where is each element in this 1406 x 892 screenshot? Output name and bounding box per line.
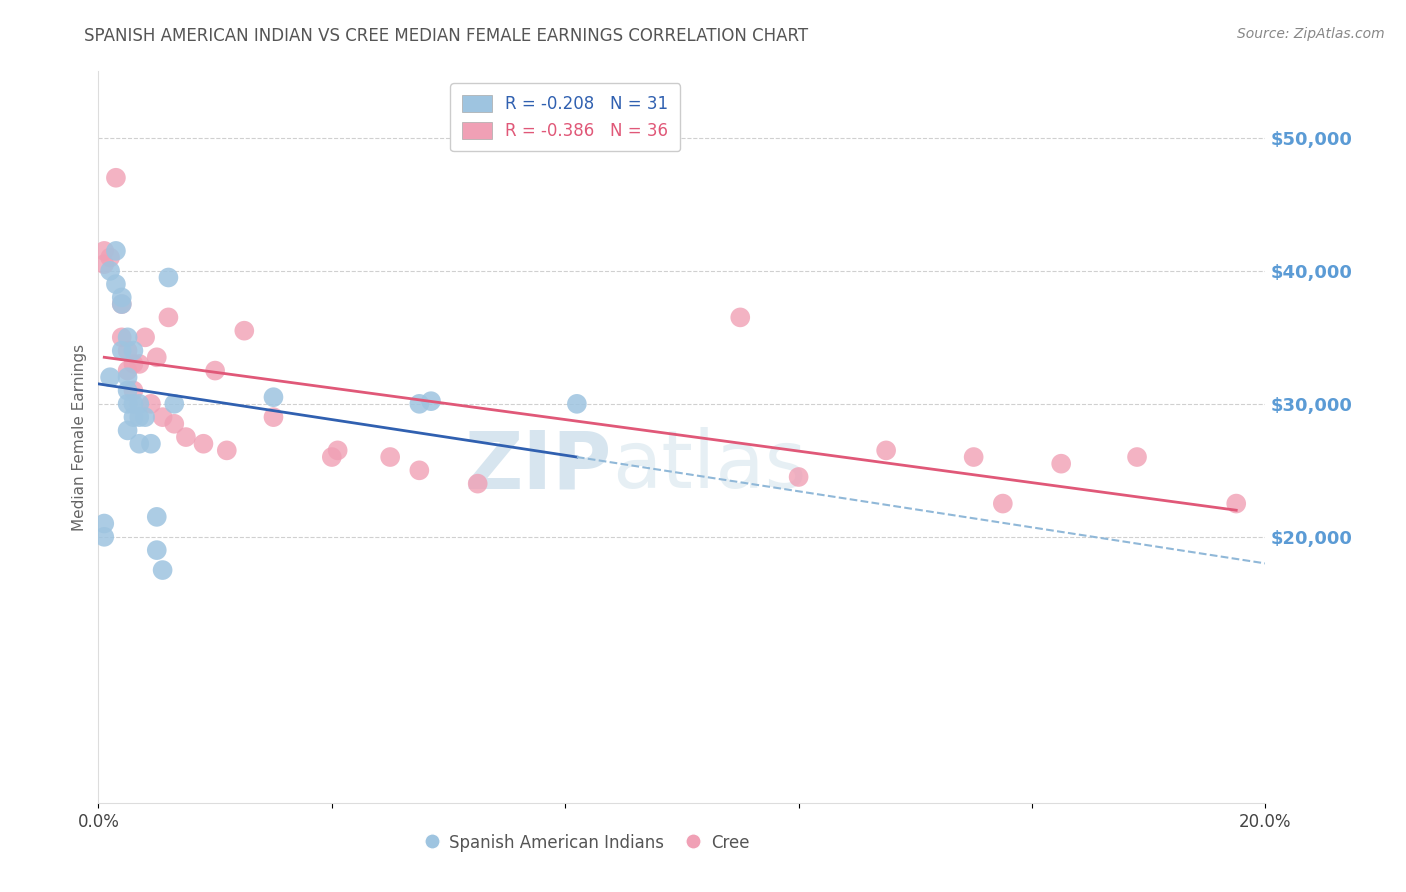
Text: SPANISH AMERICAN INDIAN VS CREE MEDIAN FEMALE EARNINGS CORRELATION CHART: SPANISH AMERICAN INDIAN VS CREE MEDIAN F…: [84, 27, 808, 45]
Point: [122, 410, 145, 425]
Point: [146, 543, 169, 558]
Point: [1050, 457, 1073, 471]
Point: [104, 170, 127, 185]
Point: [104, 277, 127, 292]
Point: [146, 509, 169, 524]
Point: [122, 357, 145, 371]
Point: [111, 330, 134, 344]
Point: [122, 397, 145, 411]
Point: [204, 363, 226, 377]
Point: [117, 384, 139, 398]
Point: [122, 384, 145, 398]
Point: [408, 463, 430, 477]
Point: [152, 563, 174, 577]
Point: [111, 297, 134, 311]
Point: [98, 264, 121, 278]
Point: [93, 257, 115, 271]
Point: [380, 450, 402, 464]
Point: [111, 343, 134, 358]
Point: [1225, 497, 1247, 511]
Point: [420, 394, 443, 409]
Point: [111, 290, 134, 304]
Point: [117, 397, 139, 411]
Point: [128, 357, 150, 371]
Point: [787, 470, 810, 484]
Point: [117, 424, 139, 438]
Point: [117, 343, 139, 358]
Point: [117, 370, 139, 384]
Point: [962, 450, 984, 464]
Point: [128, 410, 150, 425]
Point: [134, 410, 156, 425]
Point: [408, 397, 430, 411]
Point: [139, 397, 162, 411]
Point: [321, 450, 343, 464]
Point: [139, 436, 162, 450]
Point: [104, 244, 127, 258]
Text: Source: ZipAtlas.com: Source: ZipAtlas.com: [1237, 27, 1385, 41]
Point: [157, 270, 180, 285]
Point: [117, 363, 139, 377]
Point: [1126, 450, 1149, 464]
Point: [111, 297, 134, 311]
Point: [193, 436, 215, 450]
Point: [163, 397, 186, 411]
Point: [991, 497, 1014, 511]
Point: [98, 370, 121, 384]
Point: [128, 436, 150, 450]
Y-axis label: Median Female Earnings: Median Female Earnings: [72, 343, 87, 531]
Point: [93, 530, 115, 544]
Point: [128, 397, 150, 411]
Point: [467, 476, 489, 491]
Point: [146, 351, 169, 365]
Point: [134, 330, 156, 344]
Point: [326, 443, 349, 458]
Text: ZIP: ZIP: [464, 427, 612, 506]
Point: [98, 251, 121, 265]
Point: [122, 343, 145, 358]
Point: [262, 390, 284, 404]
Point: [117, 330, 139, 344]
Point: [233, 324, 256, 338]
Point: [730, 310, 752, 325]
Text: atlas: atlas: [612, 427, 806, 506]
Point: [875, 443, 897, 458]
Point: [157, 310, 180, 325]
Point: [215, 443, 238, 458]
Point: [152, 410, 174, 425]
Point: [565, 397, 588, 411]
Point: [163, 417, 186, 431]
Point: [262, 410, 284, 425]
Point: [93, 244, 115, 258]
Legend: Spanish American Indians, Cree: Spanish American Indians, Cree: [419, 825, 758, 860]
Point: [93, 516, 115, 531]
Point: [174, 430, 197, 444]
